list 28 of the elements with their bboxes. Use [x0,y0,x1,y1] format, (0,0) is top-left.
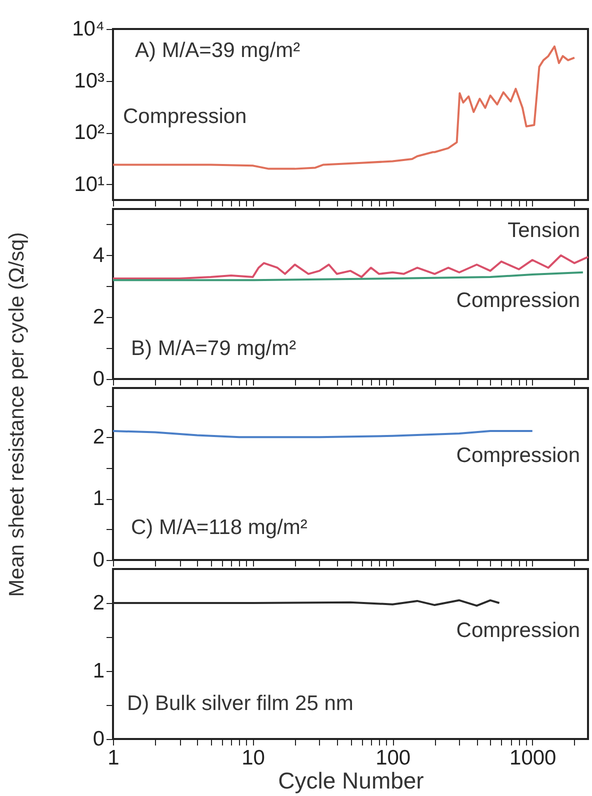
y-tick-label: 0 [92,368,104,390]
y-tick-label: 4 [92,244,105,267]
y-tick-label: 2 [92,592,104,614]
annotation: D) Bulk silver film 25 nm [127,692,354,715]
y-tick-label: 2 [92,306,104,329]
y-tick-label: 10² [74,121,104,144]
x-tick-label: 1 [108,746,120,770]
annotation: C) M/A=118 mg/m² [131,516,308,539]
y-tick-label: 0 [92,728,104,750]
y-tick-label: 0 [92,548,104,572]
x-tick-label: 100 [376,746,411,770]
series-label: Compression [456,619,580,642]
series-label: Compression [123,105,247,128]
y-axis-title: Mean sheet resistance per cycle (Ω/sq) [6,232,28,597]
y-tick-label: 1 [92,487,104,510]
y-tick-label: 1 [92,660,104,682]
y-tick-label: 10⁴ [72,18,104,40]
series-label: Compression [456,444,580,467]
annotation: B) M/A=79 mg/m² [131,337,296,360]
x-axis-title: Cycle Number [278,768,424,794]
y-tick-label: 2 [92,426,104,449]
series-label: Tension [508,219,580,242]
annotation: A) M/A=39 mg/m² [135,39,300,62]
series-label: Compression [456,289,580,312]
x-tick-label: 1000 [510,746,556,770]
x-tick-label: 10 [242,746,265,770]
y-tick-label: 10¹ [74,172,104,196]
y-tick-label: 10³ [74,69,104,92]
